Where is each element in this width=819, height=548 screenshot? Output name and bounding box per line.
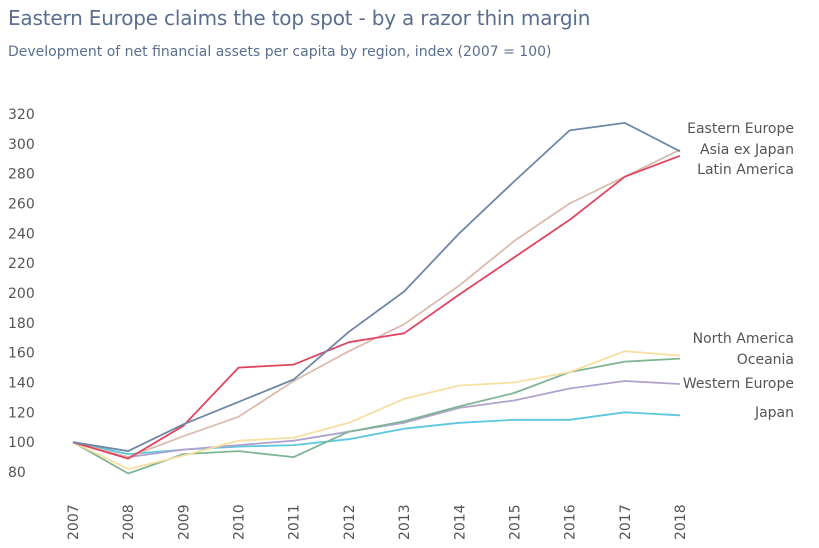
y-tick-label: 120 xyxy=(8,405,35,421)
y-tick-label: 180 xyxy=(8,316,35,332)
series-line-latin-america xyxy=(72,154,681,460)
x-tick-label: 2011 xyxy=(287,504,303,540)
series-label-asia-ex-japan: Asia ex Japan xyxy=(700,142,794,158)
series-label-north-america: North America xyxy=(693,331,794,347)
x-tick-label: 2013 xyxy=(397,504,413,540)
x-tick-label: 2008 xyxy=(121,504,137,540)
y-tick-label: 140 xyxy=(8,376,35,392)
x-tick-label: 2009 xyxy=(176,504,192,540)
x-tick-label: 2016 xyxy=(563,504,579,540)
y-axis: 80 100 120 140 160 180 200 220 240 260 280 300 320 xyxy=(8,107,35,481)
series-label-western-europe: Western Europe xyxy=(683,376,794,392)
y-tick-label: 80 xyxy=(8,465,26,481)
y-tick-label: 200 xyxy=(8,286,35,302)
x-axis: 2007 2008 2009 2010 2011 2012 2013 2014 2015 2016… xyxy=(66,504,689,540)
series-labels: Eastern Europe Asia ex Japan Latin America… xyxy=(683,121,794,421)
series-label-eastern-europe: Eastern Europe xyxy=(687,121,794,137)
x-tick-label: 2010 xyxy=(232,504,248,540)
y-tick-label: 320 xyxy=(8,107,35,123)
x-tick-label: 2015 xyxy=(507,504,523,540)
x-tick-label: 2012 xyxy=(342,504,358,540)
y-tick-label: 160 xyxy=(8,346,35,362)
series-lines xyxy=(72,122,681,475)
y-tick-label: 240 xyxy=(8,226,35,242)
series-label-latin-america: Latin America xyxy=(697,162,794,178)
chart-title: Eastern Europe claims the top spot - by … xyxy=(8,6,591,30)
series-line-western-europe xyxy=(72,380,681,459)
chart-subtitle: Development of net financial assets per … xyxy=(8,44,552,60)
series-label-japan: Japan xyxy=(754,405,794,421)
y-tick-label: 260 xyxy=(8,197,35,213)
x-tick-label: 2014 xyxy=(452,504,468,540)
x-tick-label: 2018 xyxy=(673,504,689,540)
x-tick-label: 2007 xyxy=(66,504,82,540)
y-tick-label: 220 xyxy=(8,256,35,272)
y-tick-label: 300 xyxy=(8,137,35,153)
y-tick-label: 100 xyxy=(8,435,35,451)
y-tick-label: 280 xyxy=(8,167,35,183)
series-line-oceania xyxy=(72,357,681,475)
series-label-oceania: Oceania xyxy=(737,352,794,368)
series-line-north-america xyxy=(72,350,681,470)
series-line-eastern-europe xyxy=(72,122,681,453)
x-tick-label: 2017 xyxy=(618,504,634,540)
